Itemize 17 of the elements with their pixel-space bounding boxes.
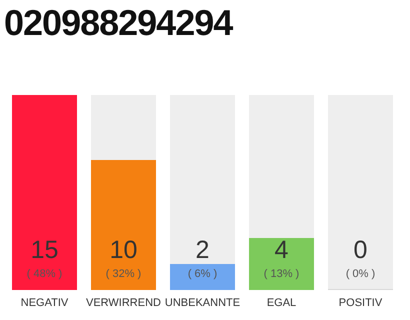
x-tick-label: POSITIV xyxy=(338,296,383,309)
annotation: ( 6% ) xyxy=(188,268,218,280)
data-label: 10 xyxy=(110,236,138,264)
data-label: 0 xyxy=(354,236,368,264)
x-tick-label: NEGATIV xyxy=(20,296,69,309)
annotation: ( 13% ) xyxy=(264,268,300,280)
annotation: ( 32% ) xyxy=(106,268,142,280)
x-tick-label: EGAL xyxy=(266,296,296,309)
x-tick-label: UNBEKANNTE xyxy=(164,296,240,309)
bar xyxy=(170,264,235,290)
data-label: 4 xyxy=(274,236,289,264)
annotation: ( 0% ) xyxy=(346,268,376,280)
data-label: 2 xyxy=(196,236,210,264)
x-tick-label: VERWIRREND xyxy=(86,296,162,309)
chart-title: 020988294294 xyxy=(4,2,232,44)
data-label: 15 xyxy=(30,236,58,264)
annotation: ( 48% ) xyxy=(26,268,62,280)
